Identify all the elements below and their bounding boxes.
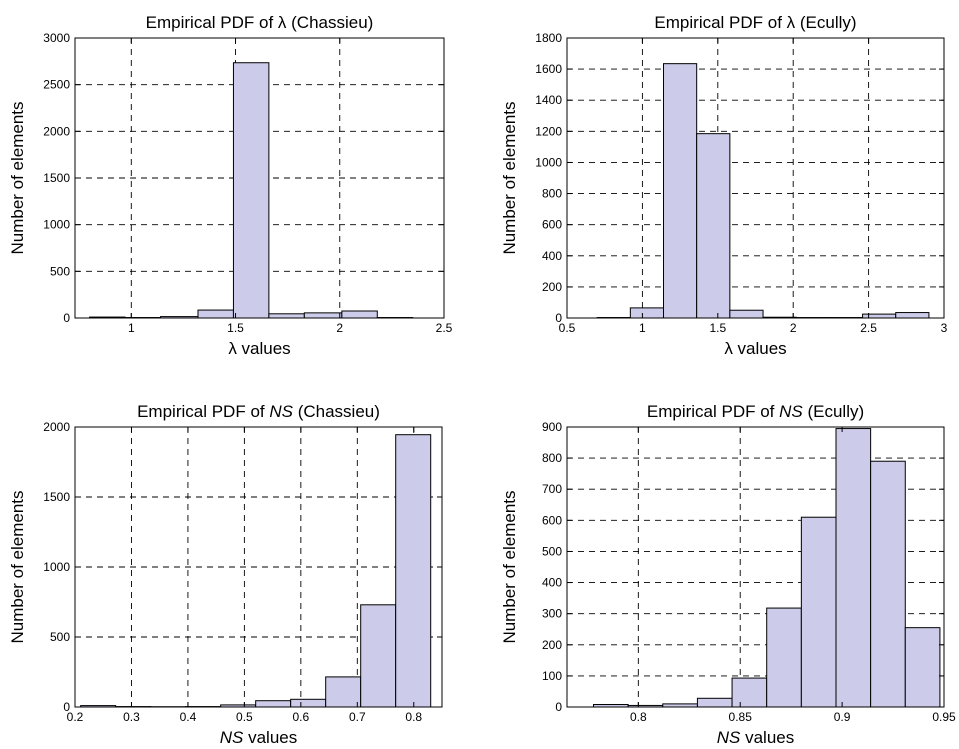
x-tick-label: 2.5 xyxy=(860,321,877,335)
x-tick-label: 1.5 xyxy=(709,321,726,335)
y-tick-label: 2000 xyxy=(43,420,70,434)
y-axis-label: Number of elements xyxy=(500,490,519,643)
x-axis-label: λ values xyxy=(228,339,290,358)
chart-title: Empirical PDF of λ (Chassieu) xyxy=(146,13,374,32)
y-tick-label: 1200 xyxy=(535,124,562,138)
x-tick-label: 0.5 xyxy=(236,710,253,724)
x-tick-label: 0.9 xyxy=(834,710,851,724)
chart-title: Empirical PDF of λ (Ecully) xyxy=(654,13,856,32)
histogram-bar xyxy=(197,309,234,319)
y-axis-label: Number of elements xyxy=(8,490,27,643)
y-tick-label: 100 xyxy=(542,669,562,683)
chart-title: Empirical PDF of NS (Chassieu) xyxy=(137,402,380,421)
x-tick-label: 0.7 xyxy=(349,710,366,724)
x-axis-label: NS values xyxy=(220,728,298,747)
chart-panel-2: 0 200 400 600 800 1000 1200 1400 1600 1800 0.5 1 1.5… xyxy=(500,13,948,358)
y-tick-label: 700 xyxy=(542,482,562,496)
histogram-bar xyxy=(862,313,897,319)
x-tick-label: 0.8 xyxy=(405,710,422,724)
histogram-bar xyxy=(895,312,930,319)
x-tick-label: 0.5 xyxy=(559,321,576,335)
x-tick-label: 0.3 xyxy=(123,710,140,724)
histogram-bar xyxy=(696,697,733,708)
y-tick-label: 0 xyxy=(63,700,70,714)
y-tick-label: 800 xyxy=(542,187,562,201)
histogram-bar xyxy=(268,313,305,319)
histogram-bar xyxy=(232,62,270,319)
y-tick-label: 600 xyxy=(542,513,562,527)
y-tick-label: 1600 xyxy=(535,62,562,76)
x-tick-label: 3 xyxy=(941,321,948,335)
y-tick-label: 0 xyxy=(555,700,562,714)
x-tick-label: 2 xyxy=(336,321,343,335)
x-axis-label: NS values xyxy=(717,728,795,747)
y-tick-label: 500 xyxy=(542,544,562,558)
x-tick-label: 0.85 xyxy=(729,710,753,724)
x-axis-label: λ values xyxy=(724,339,786,358)
histogram-bar xyxy=(255,700,292,708)
y-tick-label: 1000 xyxy=(43,560,70,574)
histogram-bar xyxy=(870,460,906,708)
x-tick-label: 1 xyxy=(128,321,135,335)
y-tick-label: 400 xyxy=(542,249,562,263)
y-axis-label: Number of elements xyxy=(500,101,519,254)
histogram-bar xyxy=(290,698,327,708)
chart-panel-4: 0 100 200 300 400 500 600 700 800 900 0.8 0.85 0.9 0.… xyxy=(500,402,956,747)
histogram-bar xyxy=(395,434,432,708)
histogram-bar xyxy=(766,607,802,708)
y-tick-label: 1500 xyxy=(43,171,70,185)
y-tick-label: 2000 xyxy=(43,124,70,138)
y-tick-label: 1400 xyxy=(535,93,562,107)
x-tick-label: 0.6 xyxy=(293,710,310,724)
y-axis-label: Number of elements xyxy=(8,101,27,254)
histogram-bar xyxy=(904,627,941,708)
histogram-bar xyxy=(360,604,397,708)
y-tick-label: 0 xyxy=(555,311,562,325)
y-tick-label: 400 xyxy=(542,576,562,590)
histogram-bar xyxy=(663,63,698,319)
x-tick-label: 2.5 xyxy=(436,321,453,335)
plot-frame xyxy=(566,426,945,708)
y-tick-label: 1500 xyxy=(43,490,70,504)
x-tick-label: 2 xyxy=(790,321,797,335)
chart-panel-1: 0 500 1000 1500 2000 2500 3000 1 1.5 2 2.5 Empirica… xyxy=(8,13,453,358)
chart-title: Empirical PDF of NS (Ecully) xyxy=(647,402,864,421)
y-tick-label: 0 xyxy=(63,311,70,325)
y-tick-label: 900 xyxy=(542,420,562,434)
y-tick-label: 2500 xyxy=(43,78,70,92)
x-tick-label: 0.2 xyxy=(67,710,84,724)
plot-frame xyxy=(566,37,945,319)
histogram-bar xyxy=(325,676,362,708)
chart-panel-3: 0 500 1000 1500 2000 0.2 0.3 0.4 0.5 0.6 0.7 0.8 Emp… xyxy=(8,402,443,747)
histogram-bar xyxy=(800,516,837,708)
y-tick-label: 3000 xyxy=(43,31,70,45)
x-tick-label: 0.95 xyxy=(932,710,956,724)
y-tick-label: 1000 xyxy=(535,155,562,169)
x-tick-label: 0.4 xyxy=(180,710,197,724)
y-tick-label: 500 xyxy=(50,264,70,278)
x-tick-label: 0.8 xyxy=(630,710,647,724)
y-tick-label: 1000 xyxy=(43,218,70,232)
y-tick-label: 800 xyxy=(542,451,562,465)
histogram-bar xyxy=(341,310,378,319)
histogram-bar xyxy=(303,312,343,319)
y-tick-label: 200 xyxy=(542,280,562,294)
histogram-bar xyxy=(731,677,768,708)
x-tick-label: 1 xyxy=(639,321,646,335)
y-tick-label: 600 xyxy=(542,218,562,232)
y-tick-label: 200 xyxy=(542,638,562,652)
x-tick-label: 1.5 xyxy=(227,321,244,335)
y-tick-label: 500 xyxy=(50,630,70,644)
histogram-bar xyxy=(629,307,665,319)
histogram-bar xyxy=(835,428,872,708)
histogram-bar xyxy=(729,309,764,319)
y-tick-label: 300 xyxy=(542,607,562,621)
y-tick-label: 1800 xyxy=(535,31,562,45)
histogram-bar xyxy=(696,133,731,319)
